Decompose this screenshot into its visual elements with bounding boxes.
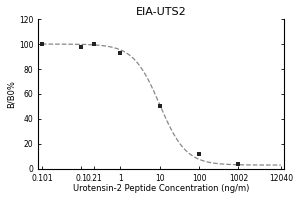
- Y-axis label: B/B0%: B/B0%: [7, 80, 16, 108]
- X-axis label: Urotensin-2 Peptide Concentration (ng/m): Urotensin-2 Peptide Concentration (ng/m): [73, 184, 249, 193]
- Title: EIA-UTS2: EIA-UTS2: [136, 7, 186, 17]
